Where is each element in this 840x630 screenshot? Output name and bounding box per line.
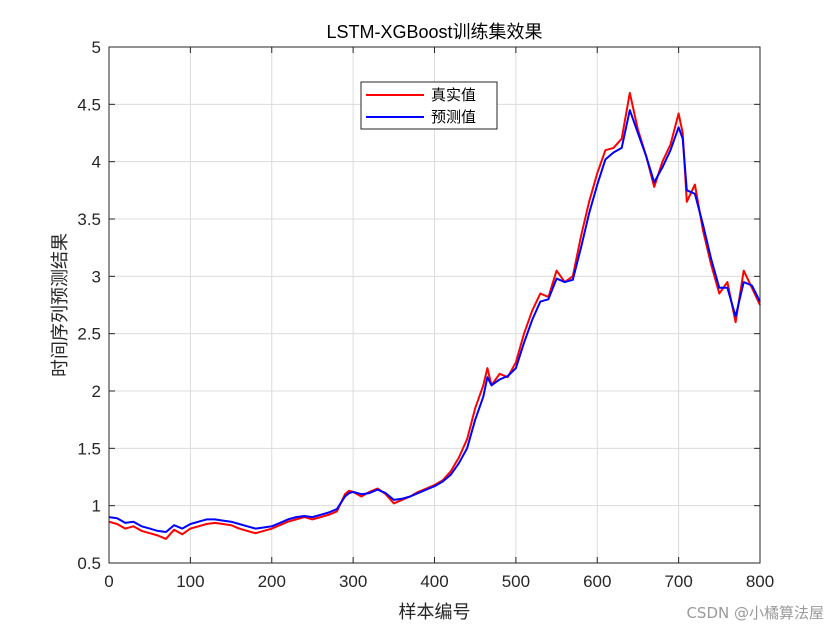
chart-title: LSTM-XGBoost训练集效果 <box>326 22 542 42</box>
x-tick-label: 400 <box>420 572 448 591</box>
ticks: 0 100 200 300 400 500 600 700 800 0.5 1 1.5 2 2.5 3 3.5… <box>77 38 774 591</box>
y-tick-label: 3.5 <box>77 210 101 229</box>
x-tick-label: 0 <box>104 572 113 591</box>
y-tick-label: 1 <box>92 497 101 516</box>
y-tick-label: 1.5 <box>77 439 101 458</box>
y-tick-label: 4.5 <box>77 95 101 114</box>
y-tick-label: 5 <box>92 38 101 57</box>
x-tick-label: 300 <box>339 572 367 591</box>
series-layer <box>108 91 761 540</box>
y-axis-label: 时间序列预测结果 <box>50 233 71 377</box>
x-tick-label: 800 <box>746 572 774 591</box>
watermark: CSDN @小橘算法屋 <box>686 604 824 622</box>
y-tick-label: 2 <box>92 382 101 401</box>
x-tick-label: 100 <box>176 572 204 591</box>
legend-box <box>360 81 498 130</box>
y-tick-label: 3 <box>92 267 101 286</box>
y-tick-label: 0.5 <box>77 554 101 573</box>
legend-label-actual: 真实值 <box>431 86 476 104</box>
x-tick-label: 600 <box>583 572 611 591</box>
legend-label-predicted: 预测值 <box>431 108 476 126</box>
y-tick-label: 4 <box>92 153 101 172</box>
x-axis-label: 样本编号 <box>399 602 471 623</box>
x-tick-label: 500 <box>502 572 530 591</box>
grid <box>109 47 760 563</box>
predicted-series-line <box>108 109 761 533</box>
legend: 真实值 预测值 <box>360 81 498 130</box>
x-tick-label: 700 <box>664 572 692 591</box>
x-tick-label: 200 <box>258 572 286 591</box>
y-tick-label: 2.5 <box>77 325 101 344</box>
actual-series-line <box>108 91 761 540</box>
